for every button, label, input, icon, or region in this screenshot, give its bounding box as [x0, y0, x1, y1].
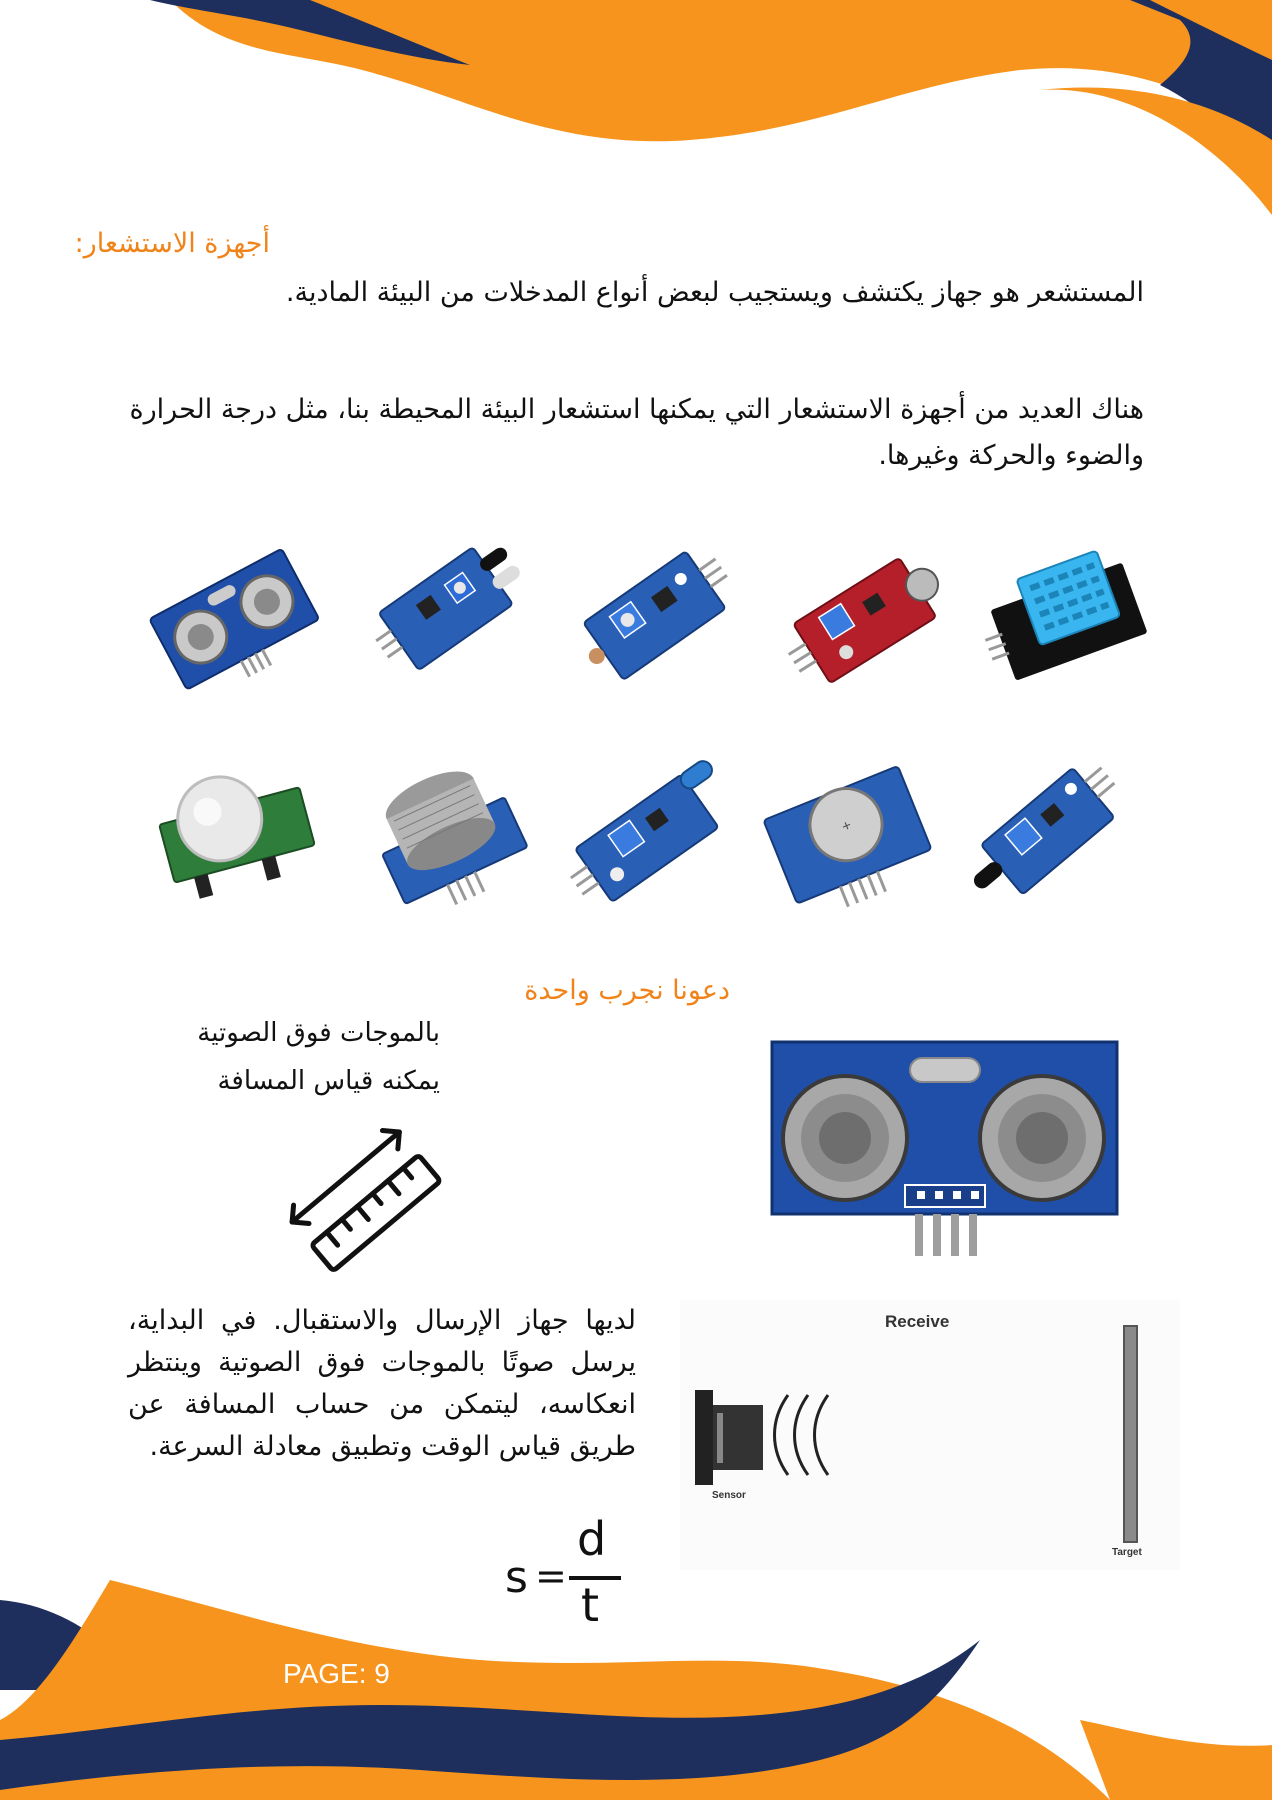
receive-label: Receive	[885, 1312, 950, 1331]
pir-motion-sensor-image	[158, 775, 316, 899]
try-one-line-2: يمكنه قياس المسافة	[217, 1066, 440, 1096]
rtc-clock-module-image: +	[763, 766, 932, 908]
formula-lhs: s	[505, 1552, 528, 1603]
light-sensor-image	[583, 551, 728, 680]
try-one-title: دعونا نجرب واحدة	[524, 975, 730, 1006]
target-wall	[1123, 1325, 1138, 1543]
svg-text:+: +	[839, 817, 854, 834]
gas-sensor-image	[382, 771, 528, 906]
target-label: Target	[1112, 1547, 1142, 1558]
try-one-line-1: بالموجات فوق الصوتية	[197, 1018, 440, 1048]
description-paragraph: لديها جهاز الإرسال والاستقبال. في البداي…	[128, 1305, 636, 1462]
sensor-label: Sensor	[712, 1490, 746, 1501]
speed-formula: s = d t	[505, 1512, 635, 1632]
ir-obstacle-sensor-image	[375, 547, 520, 670]
formula-numerator: d	[577, 1512, 607, 1566]
fraction-bar	[569, 1576, 621, 1580]
sensor-icon	[695, 1390, 763, 1485]
ruler-icon	[289, 1128, 442, 1272]
section-title: أجهزة الاستشعار:	[74, 228, 270, 259]
vibration-sensor-image	[569, 760, 719, 902]
ultrasonic-board-illustration	[770, 1040, 1119, 1256]
top-wave-decoration	[0, 0, 1272, 215]
sound-wave-icon	[773, 1394, 830, 1476]
formula-equals: =	[535, 1554, 567, 1598]
formula-denominator: t	[581, 1578, 600, 1632]
examples-paragraph: هناك العديد من أجهزة الاستشعار التي يمكن…	[129, 394, 1145, 471]
definition-paragraph: المستشعر هو جهاز يكتشف ويستجيب لبعض أنوا…	[285, 277, 1144, 308]
temperature-humidity-sensor-image	[984, 550, 1147, 680]
sound-sensor-image	[787, 558, 940, 683]
bottom-wave-decoration	[0, 1580, 1272, 1800]
flame-sensor-image	[973, 766, 1116, 894]
echo-diagram: Receive Sensor Target	[680, 1300, 1180, 1570]
page-number: PAGE: 9	[283, 1658, 390, 1689]
ultrasonic-sensor-image	[149, 549, 319, 690]
